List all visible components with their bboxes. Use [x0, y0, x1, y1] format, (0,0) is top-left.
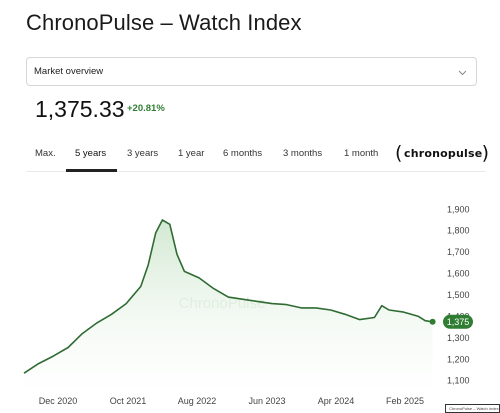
brand-bracket-left: ( — [395, 142, 403, 164]
y-tick-label: 1,700 — [447, 247, 470, 257]
page-title: ChronoPulse – Watch Index — [26, 10, 302, 35]
last-value-label: 1,375 — [447, 317, 470, 327]
last-point-dot — [429, 318, 436, 325]
y-axis: 1,1001,2001,3001,4001,5001,6001,7001,800… — [447, 204, 470, 385]
x-tick-label: Dec 2020 — [39, 396, 78, 406]
x-tick-label: Aug 2022 — [178, 396, 217, 406]
tab-3-months[interactable]: 3 months — [283, 148, 323, 159]
chart-series-line — [23, 219, 433, 374]
tab-1-month[interactable]: 1 month — [344, 148, 379, 159]
tab-max[interactable]: Max. — [35, 148, 56, 159]
footer-thumbnail-label: ChronoPulse – Watch Index — [449, 406, 499, 411]
y-tick-label: 1,600 — [447, 269, 470, 279]
tab-6-months[interactable]: 6 months — [223, 148, 263, 159]
last-value-pill — [443, 314, 473, 329]
y-tick-label: 1,900 — [447, 204, 470, 214]
brand-logo: ( chronopulse ) — [395, 143, 489, 165]
x-tick-label: Oct 2021 — [110, 396, 147, 406]
active-tab-indicator — [66, 169, 117, 172]
price-chart-svg: ChronoPulse 1,1001,2001,3001,4001,5001,6… — [23, 204, 473, 406]
chart-area-fill — [24, 220, 433, 400]
x-tick-label: Feb 2025 — [386, 396, 424, 406]
tab-5-years[interactable]: 5 years — [75, 148, 107, 159]
footer-thumbnail: ChronoPulse – Watch Index — [445, 404, 500, 413]
tab-1-year[interactable]: 1 year — [178, 148, 205, 159]
x-tick-label: Apr 2024 — [318, 396, 355, 406]
brand-name: chronopulse — [404, 147, 483, 160]
y-tick-label: 1,300 — [447, 333, 470, 343]
market-select[interactable]: Market overview — [26, 57, 477, 86]
index-price: 1,375.33 — [35, 96, 125, 122]
x-tick-label: Jun 2023 — [248, 396, 285, 406]
y-tick-label: 1,800 — [447, 226, 470, 236]
price-change: +20.81% — [127, 103, 165, 114]
chevron-down-icon — [458, 70, 467, 76]
y-tick-label: 1,200 — [447, 354, 470, 364]
y-tick-label: 1,500 — [447, 290, 470, 300]
market-select-value: Market overview — [34, 66, 104, 77]
range-tabs: Max. 5 years 3 years 1 year 6 months 3 m… — [26, 140, 486, 172]
tab-3-years[interactable]: 3 years — [127, 148, 159, 159]
x-axis: Dec 2020 Oct 2021 Aug 2022 Jun 2023 Apr 2024… — [39, 396, 424, 406]
last-value-marker: 1,375 — [429, 314, 473, 329]
price-chart[interactable]: ChronoPulse 1,1001,2001,3001,4001,5001,6… — [0, 195, 500, 413]
y-tick-label: 1,100 — [447, 376, 470, 386]
brand-bracket-right: ) — [481, 142, 489, 164]
